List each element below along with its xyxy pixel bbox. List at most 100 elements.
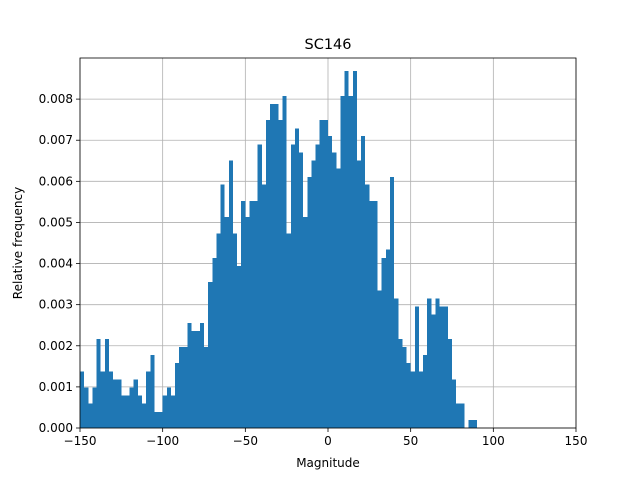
histogram-bars: [80, 71, 477, 429]
histogram-bar: [352, 71, 357, 429]
histogram-bar: [443, 306, 448, 428]
histogram-bar: [282, 95, 287, 429]
x-tick-label: −150: [64, 434, 97, 448]
histogram-bar: [150, 354, 155, 428]
y-tick-label: 0.004: [39, 257, 73, 271]
histogram-bar: [452, 379, 457, 428]
y-tick-label: 0.002: [39, 339, 73, 353]
histogram-bar: [435, 298, 440, 428]
histogram-bar: [299, 152, 304, 429]
histogram-bar: [133, 379, 138, 428]
histogram-bar: [212, 257, 217, 428]
x-tick-label: −50: [233, 434, 258, 448]
histogram-bar: [261, 184, 266, 428]
histogram-bar: [406, 363, 411, 428]
histogram-bar: [187, 322, 192, 428]
histogram-bar: [439, 306, 444, 428]
histogram-bar: [146, 371, 151, 428]
histogram-bar: [92, 387, 97, 428]
histogram-bar: [154, 411, 159, 428]
histogram-bar: [257, 144, 262, 429]
histogram-bar: [237, 266, 242, 428]
y-tick-label: 0.001: [39, 380, 73, 394]
histogram-bar: [398, 338, 403, 428]
histogram-bar: [418, 371, 424, 428]
histogram-bar: [84, 387, 89, 428]
histogram-bar: [179, 347, 184, 428]
histogram-bar: [195, 330, 200, 428]
histogram-bar: [208, 282, 213, 428]
x-tick-label: 100: [482, 434, 505, 448]
histogram-bar: [100, 371, 105, 428]
histogram-bar: [137, 395, 142, 428]
y-tick-label: 0.000: [39, 421, 73, 435]
histogram-bar: [447, 338, 452, 428]
histogram-bar: [468, 419, 473, 428]
histogram-bar: [348, 95, 353, 429]
y-axis-label: Relative frequency: [11, 187, 25, 299]
histogram-bar: [423, 354, 428, 428]
histogram-bar: [311, 160, 316, 428]
histogram-bar: [290, 144, 295, 429]
y-tick-label: 0.006: [39, 174, 73, 188]
histogram-bar: [332, 152, 337, 429]
histogram-bar: [427, 298, 432, 428]
histogram-bar: [270, 104, 275, 429]
histogram-bar: [204, 347, 209, 428]
histogram-bar: [104, 338, 109, 428]
y-tick-label: 0.008: [39, 92, 73, 106]
histogram-bar: [117, 379, 122, 428]
histogram-bar: [142, 403, 147, 428]
histogram-bar: [369, 201, 374, 428]
histogram-bar: [170, 395, 176, 428]
histogram-bar: [431, 314, 436, 428]
histogram-bar: [307, 176, 312, 428]
x-axis-label: Magnitude: [296, 456, 360, 470]
histogram-bar: [373, 201, 378, 428]
histogram-bar: [266, 120, 271, 429]
histogram-bar: [377, 290, 382, 428]
histogram-bar: [216, 233, 221, 428]
histogram-bar: [253, 201, 258, 428]
histogram-bar: [191, 330, 196, 428]
histogram-bar: [340, 95, 345, 429]
histogram-bar: [220, 184, 225, 428]
histogram-bar: [228, 160, 233, 428]
x-tick-label: −100: [146, 434, 179, 448]
histogram-bar: [414, 306, 419, 428]
x-tick-label: 0: [324, 434, 332, 448]
histogram-bar: [121, 395, 126, 428]
histogram-bar: [336, 168, 341, 429]
histogram-bar: [113, 379, 118, 428]
histogram-bar: [402, 347, 407, 428]
histogram-bar: [88, 403, 93, 428]
histogram-bar: [472, 419, 477, 428]
y-tick-label: 0.007: [39, 133, 73, 147]
histogram-bar: [80, 371, 85, 428]
histogram-bar: [381, 257, 386, 428]
histogram-bar: [356, 160, 362, 428]
histogram-bar: [344, 71, 349, 429]
y-axis-ticks: 0.000 0.001 0.002 0.003 0.004 0.005 0.006 0.007…: [39, 92, 80, 435]
histogram-bar: [365, 184, 370, 428]
histogram-bar: [456, 403, 461, 428]
histogram-bar: [286, 233, 291, 428]
histogram-bar: [129, 387, 134, 428]
histogram-bar: [328, 136, 333, 428]
chart-title: SC146: [304, 37, 351, 53]
histogram-bar: [315, 144, 320, 429]
y-tick-label: 0.003: [39, 298, 73, 312]
x-axis-ticks: −150 −100 −50 0 50 100 150: [64, 428, 587, 448]
histogram-bar: [108, 371, 114, 428]
histogram-bar: [385, 249, 390, 428]
histogram-bar: [241, 201, 246, 428]
histogram-bar: [183, 347, 188, 428]
histogram-bar: [361, 136, 366, 428]
x-tick-label: 50: [403, 434, 418, 448]
histogram-bar: [232, 233, 238, 428]
histogram-bar: [125, 395, 130, 428]
histogram-bar: [245, 217, 250, 428]
histogram-bar: [199, 322, 204, 428]
histogram-bar: [166, 387, 171, 428]
